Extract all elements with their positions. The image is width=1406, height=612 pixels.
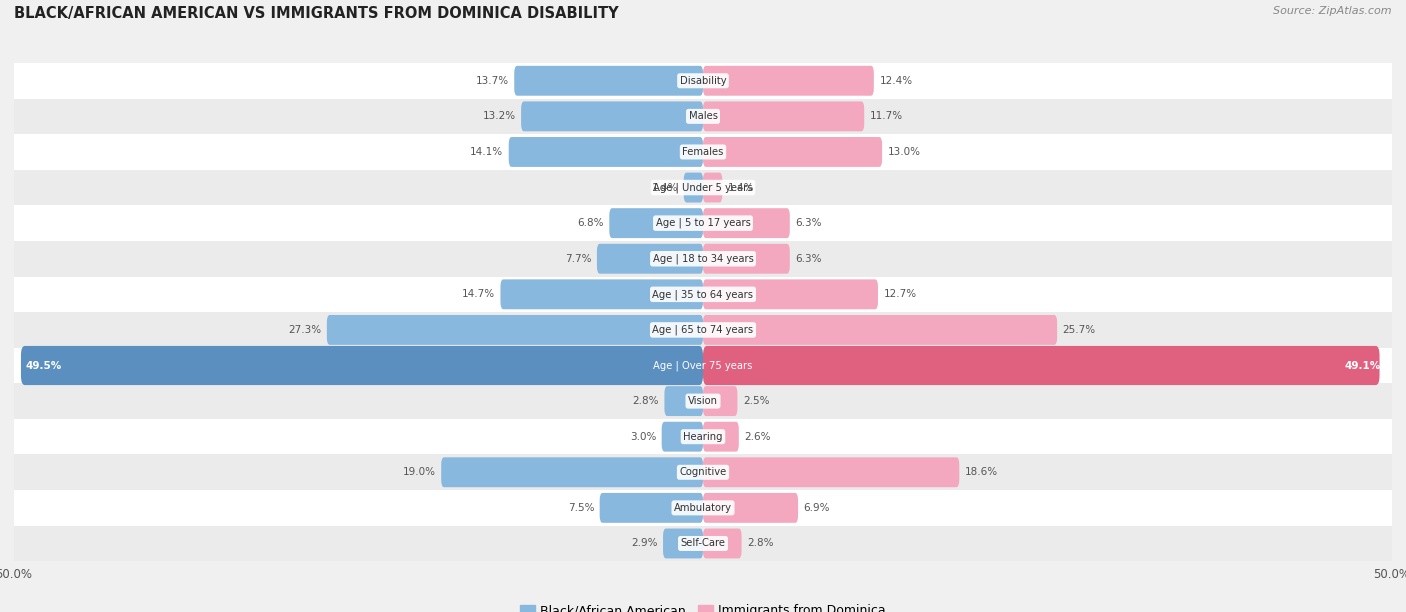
FancyBboxPatch shape	[703, 244, 790, 274]
Text: Males: Males	[689, 111, 717, 121]
FancyBboxPatch shape	[14, 134, 1392, 170]
FancyBboxPatch shape	[703, 66, 875, 95]
FancyBboxPatch shape	[14, 526, 1392, 561]
FancyBboxPatch shape	[662, 422, 703, 452]
Text: Age | 18 to 34 years: Age | 18 to 34 years	[652, 253, 754, 264]
Text: Age | 35 to 64 years: Age | 35 to 64 years	[652, 289, 754, 300]
Text: 2.5%: 2.5%	[742, 396, 769, 406]
Text: 2.6%: 2.6%	[744, 431, 770, 442]
Text: 6.3%: 6.3%	[796, 218, 823, 228]
Text: Source: ZipAtlas.com: Source: ZipAtlas.com	[1274, 6, 1392, 16]
FancyBboxPatch shape	[598, 244, 703, 274]
Text: 2.8%: 2.8%	[633, 396, 659, 406]
FancyBboxPatch shape	[683, 173, 703, 203]
Text: 13.2%: 13.2%	[482, 111, 516, 121]
FancyBboxPatch shape	[14, 490, 1392, 526]
FancyBboxPatch shape	[14, 419, 1392, 455]
Text: 49.1%: 49.1%	[1344, 360, 1381, 370]
FancyBboxPatch shape	[703, 102, 865, 132]
FancyBboxPatch shape	[14, 383, 1392, 419]
FancyBboxPatch shape	[522, 102, 703, 132]
FancyBboxPatch shape	[14, 206, 1392, 241]
Legend: Black/African American, Immigrants from Dominica: Black/African American, Immigrants from …	[515, 599, 891, 612]
FancyBboxPatch shape	[14, 241, 1392, 277]
FancyBboxPatch shape	[21, 346, 703, 385]
Text: 14.1%: 14.1%	[470, 147, 503, 157]
Text: Hearing: Hearing	[683, 431, 723, 442]
Text: Age | 65 to 74 years: Age | 65 to 74 years	[652, 324, 754, 335]
FancyBboxPatch shape	[703, 457, 959, 487]
FancyBboxPatch shape	[14, 63, 1392, 99]
FancyBboxPatch shape	[664, 529, 703, 558]
Text: Females: Females	[682, 147, 724, 157]
Text: Self-Care: Self-Care	[681, 539, 725, 548]
FancyBboxPatch shape	[609, 208, 703, 238]
FancyBboxPatch shape	[515, 66, 703, 95]
FancyBboxPatch shape	[599, 493, 703, 523]
FancyBboxPatch shape	[703, 137, 882, 167]
Text: Vision: Vision	[688, 396, 718, 406]
Text: 2.8%: 2.8%	[747, 539, 773, 548]
FancyBboxPatch shape	[14, 455, 1392, 490]
Text: 3.0%: 3.0%	[630, 431, 657, 442]
FancyBboxPatch shape	[703, 279, 877, 309]
FancyBboxPatch shape	[501, 279, 703, 309]
FancyBboxPatch shape	[703, 315, 1057, 345]
FancyBboxPatch shape	[703, 208, 790, 238]
Text: 49.5%: 49.5%	[25, 360, 62, 370]
Text: Ambulatory: Ambulatory	[673, 503, 733, 513]
Text: 27.3%: 27.3%	[288, 325, 322, 335]
Text: 19.0%: 19.0%	[402, 468, 436, 477]
FancyBboxPatch shape	[703, 346, 1379, 385]
Text: 7.7%: 7.7%	[565, 254, 592, 264]
Text: 6.3%: 6.3%	[796, 254, 823, 264]
Text: 7.5%: 7.5%	[568, 503, 595, 513]
Text: Age | Over 75 years: Age | Over 75 years	[654, 360, 752, 371]
Text: Cognitive: Cognitive	[679, 468, 727, 477]
FancyBboxPatch shape	[703, 493, 799, 523]
Text: 11.7%: 11.7%	[870, 111, 903, 121]
FancyBboxPatch shape	[441, 457, 703, 487]
Text: 1.4%: 1.4%	[652, 182, 678, 193]
Text: 2.9%: 2.9%	[631, 539, 658, 548]
Text: BLACK/AFRICAN AMERICAN VS IMMIGRANTS FROM DOMINICA DISABILITY: BLACK/AFRICAN AMERICAN VS IMMIGRANTS FRO…	[14, 6, 619, 21]
Text: 13.7%: 13.7%	[475, 76, 509, 86]
FancyBboxPatch shape	[326, 315, 703, 345]
Text: Age | Under 5 years: Age | Under 5 years	[654, 182, 752, 193]
Text: 14.7%: 14.7%	[461, 289, 495, 299]
Text: 25.7%: 25.7%	[1063, 325, 1095, 335]
Text: 18.6%: 18.6%	[965, 468, 998, 477]
FancyBboxPatch shape	[665, 386, 703, 416]
FancyBboxPatch shape	[703, 173, 723, 203]
FancyBboxPatch shape	[703, 422, 738, 452]
FancyBboxPatch shape	[14, 348, 1392, 383]
FancyBboxPatch shape	[509, 137, 703, 167]
Text: 13.0%: 13.0%	[887, 147, 921, 157]
FancyBboxPatch shape	[14, 99, 1392, 134]
Text: 6.9%: 6.9%	[804, 503, 830, 513]
Text: 12.4%: 12.4%	[879, 76, 912, 86]
FancyBboxPatch shape	[14, 277, 1392, 312]
FancyBboxPatch shape	[14, 170, 1392, 206]
Text: Disability: Disability	[679, 76, 727, 86]
Text: 1.4%: 1.4%	[728, 182, 754, 193]
FancyBboxPatch shape	[703, 386, 738, 416]
Text: 12.7%: 12.7%	[883, 289, 917, 299]
Text: 6.8%: 6.8%	[578, 218, 603, 228]
Text: Age | 5 to 17 years: Age | 5 to 17 years	[655, 218, 751, 228]
FancyBboxPatch shape	[703, 529, 741, 558]
FancyBboxPatch shape	[14, 312, 1392, 348]
